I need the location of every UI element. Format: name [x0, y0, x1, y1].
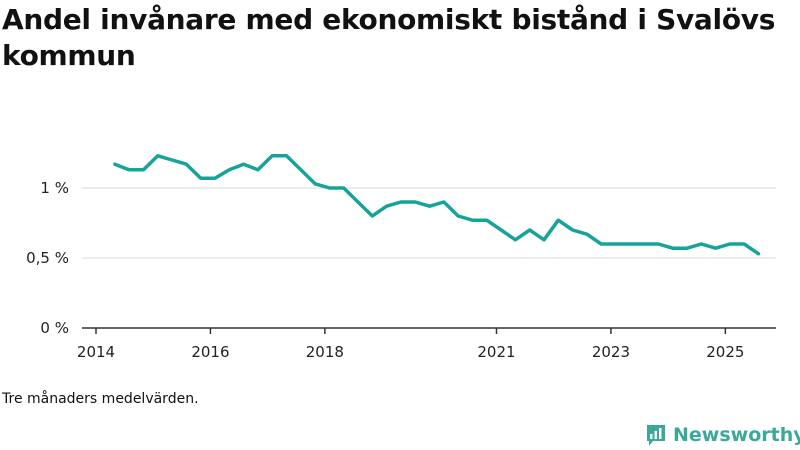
series: [113, 154, 761, 256]
newsworthy-logo-icon: [647, 425, 665, 446]
brand-name: Newsworthy: [673, 424, 800, 446]
y-tick-label: 1 %: [40, 179, 69, 197]
axis-labels: 0 % 0,5 % 1 % 2014 2016 2018 2021 2023 2025: [26, 179, 744, 361]
x-tick-label: 2016: [191, 343, 229, 361]
x-tick-label: 2018: [306, 343, 344, 361]
y-tick-label: 0,5 %: [26, 249, 69, 267]
brand-logo[interactable]: Newsworthy: [645, 420, 800, 450]
x-axis: [82, 327, 776, 334]
series-line: [113, 154, 761, 256]
x-tick-label: 2014: [77, 343, 115, 361]
x-tick-label: 2023: [592, 343, 630, 361]
y-tick-label: 0 %: [40, 319, 69, 337]
footnote: Tre månaders medelvärden.: [2, 391, 199, 407]
x-tick-label: 2021: [477, 343, 515, 361]
grid-lines: [82, 187, 776, 259]
x-tick-label: 2025: [706, 343, 744, 361]
chart-title: Andel invånare med ekonomiskt bistånd i …: [2, 3, 776, 72]
